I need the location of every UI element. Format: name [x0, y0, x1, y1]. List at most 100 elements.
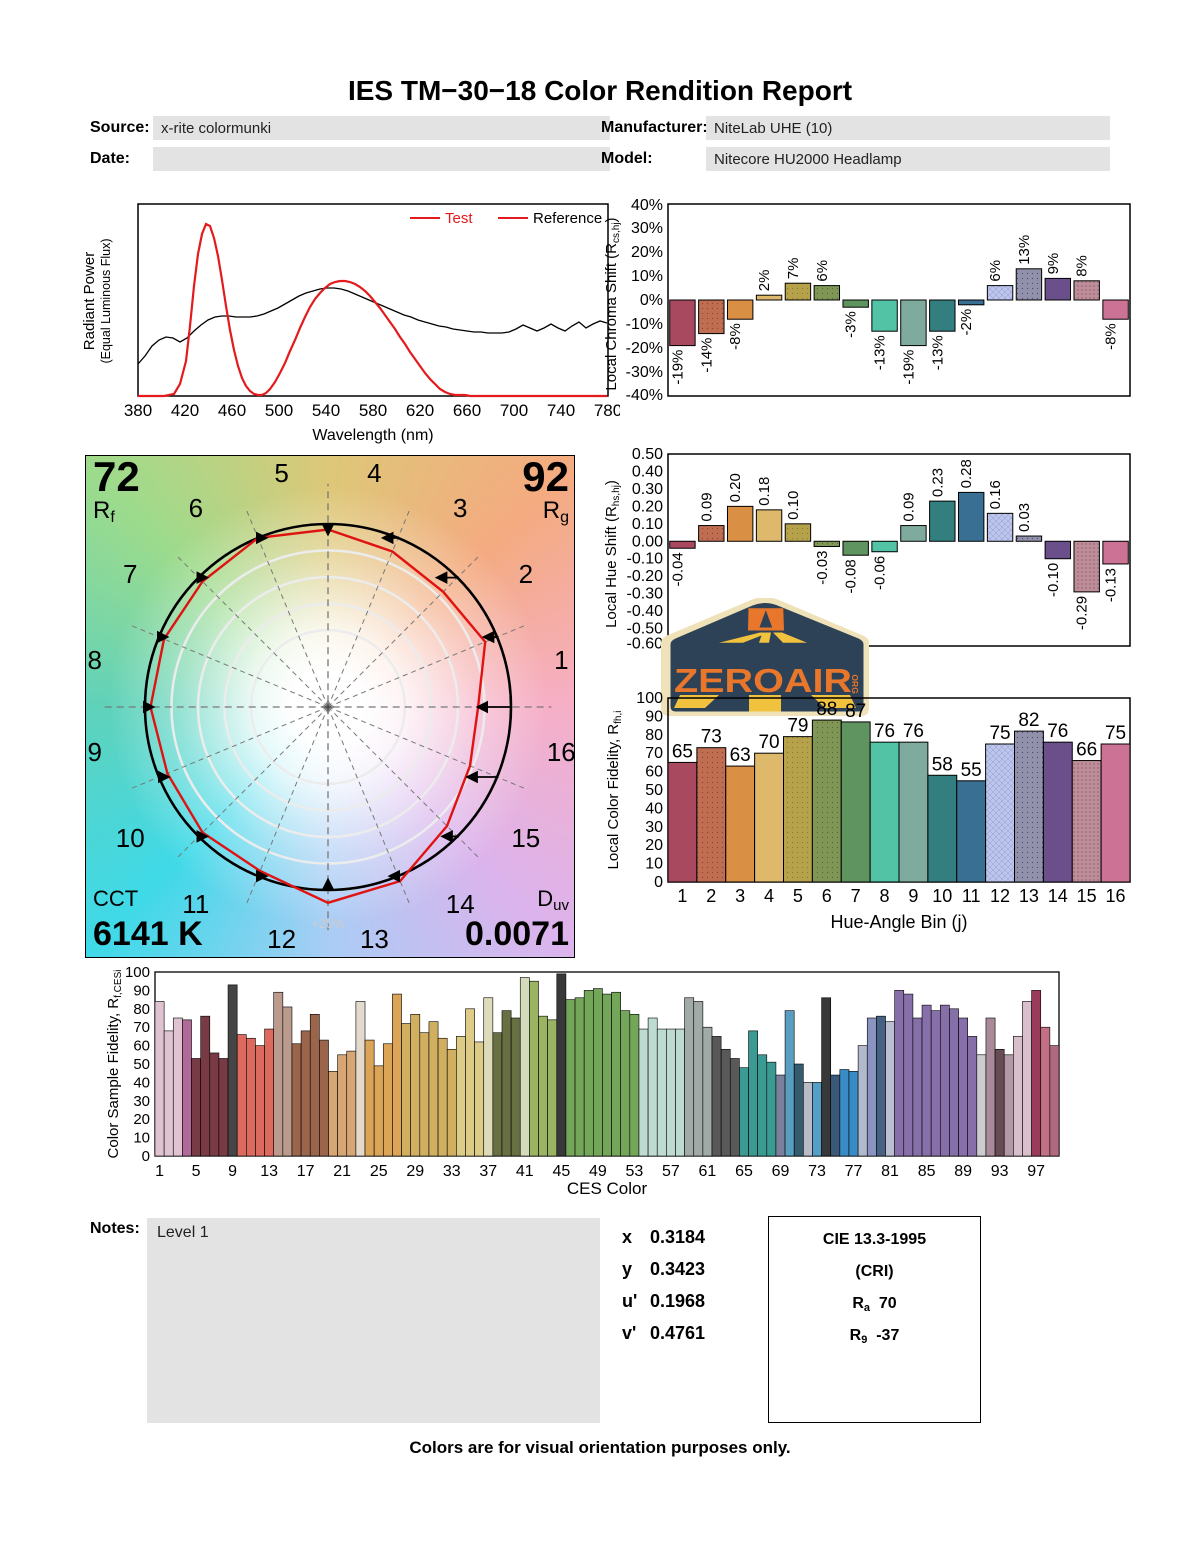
svg-text:40: 40: [645, 800, 663, 817]
svg-text:85: 85: [918, 1163, 936, 1180]
svg-text:80: 80: [133, 1001, 150, 1018]
svg-text:2: 2: [706, 886, 716, 906]
svg-text:37: 37: [479, 1163, 497, 1180]
svg-text:12: 12: [267, 924, 296, 954]
svg-text:8%: 8%: [1074, 255, 1091, 277]
svg-text:80: 80: [645, 727, 663, 744]
svg-text:9: 9: [908, 886, 918, 906]
svg-text:53: 53: [625, 1163, 643, 1180]
svg-text:700: 700: [500, 401, 528, 420]
svg-text:55: 55: [961, 760, 982, 781]
svg-text:-0.29: -0.29: [1074, 596, 1091, 630]
svg-text:10: 10: [116, 823, 145, 853]
svg-text:76: 76: [1047, 721, 1068, 742]
svg-text:77: 77: [845, 1163, 863, 1180]
svg-text:5: 5: [274, 458, 288, 488]
svg-text:3: 3: [453, 493, 467, 523]
svg-text:9: 9: [228, 1163, 237, 1180]
svg-text:-8%: -8%: [727, 323, 744, 350]
svg-text:-0.20: -0.20: [627, 568, 664, 585]
svg-text:380: 380: [124, 401, 152, 420]
svg-text:Radiant Power: Radiant Power: [81, 252, 98, 350]
svg-text:73: 73: [701, 727, 722, 748]
svg-text:420: 420: [171, 401, 199, 420]
svg-text:97: 97: [1027, 1163, 1045, 1180]
svg-text:6: 6: [189, 493, 203, 523]
svg-text:Color Sample Fidelity, Rf,CESi: Color Sample Fidelity, Rf,CESi: [105, 970, 124, 1159]
svg-text:Test: Test: [445, 210, 473, 227]
svg-text:25: 25: [370, 1163, 388, 1180]
svg-text:500: 500: [265, 401, 293, 420]
svg-text:11: 11: [962, 886, 981, 906]
svg-text:0.28: 0.28: [958, 459, 975, 488]
svg-text:16: 16: [1106, 886, 1126, 906]
svg-text:-0.13: -0.13: [1103, 568, 1120, 602]
svg-text:740: 740: [547, 401, 575, 420]
svg-text:6: 6: [822, 886, 832, 906]
svg-text:-19%: -19%: [900, 350, 917, 385]
svg-text:0.30: 0.30: [632, 481, 663, 498]
svg-text:3: 3: [735, 886, 745, 906]
svg-text:21: 21: [333, 1163, 351, 1180]
svg-text:30: 30: [645, 819, 663, 836]
svg-text:-0.06: -0.06: [872, 556, 889, 590]
svg-text:-40%: -40%: [626, 387, 663, 404]
svg-text:-0.10: -0.10: [627, 551, 664, 568]
svg-text:60: 60: [645, 764, 663, 781]
svg-text:41: 41: [516, 1163, 534, 1180]
svg-text:4: 4: [764, 886, 774, 906]
svg-text:0.10: 0.10: [785, 491, 802, 520]
svg-text:81: 81: [881, 1163, 899, 1180]
svg-text:CCT: CCT: [93, 886, 138, 911]
svg-text:540: 540: [312, 401, 340, 420]
svg-text:65: 65: [735, 1163, 753, 1180]
svg-text:8: 8: [880, 886, 890, 906]
svg-text:-19%: -19%: [669, 350, 686, 385]
svg-text:-0.04: -0.04: [669, 552, 686, 586]
svg-text:0.0071: 0.0071: [465, 915, 569, 953]
svg-text:1: 1: [677, 886, 687, 906]
svg-text:87: 87: [845, 701, 866, 722]
svg-text:620: 620: [406, 401, 434, 420]
svg-text:100: 100: [125, 964, 150, 981]
svg-text:-0.10: -0.10: [1045, 563, 1062, 597]
svg-text:-13%: -13%: [929, 335, 946, 370]
svg-text:60: 60: [133, 1038, 150, 1055]
svg-text:7: 7: [123, 559, 137, 589]
svg-text:13: 13: [1019, 886, 1039, 906]
svg-text:20%: 20%: [631, 244, 663, 261]
svg-text:580: 580: [359, 401, 387, 420]
svg-text:-30%: -30%: [626, 364, 663, 381]
svg-text:70: 70: [758, 732, 779, 753]
svg-text:-20%: -20%: [626, 340, 663, 357]
svg-text:10: 10: [932, 886, 952, 906]
svg-text:76: 76: [903, 721, 924, 742]
svg-text:(Equal Luminous Flux): (Equal Luminous Flux): [99, 238, 113, 363]
svg-text:-8%: -8%: [1103, 323, 1120, 350]
svg-text:92: 92: [522, 455, 569, 500]
svg-text:-3%: -3%: [843, 311, 860, 338]
svg-text:0.20: 0.20: [632, 498, 663, 515]
svg-text:-0.03: -0.03: [814, 551, 831, 585]
svg-text:82: 82: [1018, 710, 1039, 731]
svg-text:Reference: Reference: [533, 210, 602, 227]
svg-text:79: 79: [787, 716, 808, 737]
svg-text:70: 70: [645, 745, 663, 762]
svg-text:12: 12: [990, 886, 1010, 906]
svg-text:5: 5: [793, 886, 803, 906]
svg-text:17: 17: [297, 1163, 315, 1180]
svg-text:93: 93: [991, 1163, 1009, 1180]
svg-text:0.03: 0.03: [1016, 503, 1033, 532]
svg-text:40: 40: [133, 1074, 150, 1091]
svg-text:14: 14: [1048, 886, 1068, 906]
svg-text:0.50: 0.50: [632, 446, 663, 463]
svg-text:Wavelength (nm): Wavelength (nm): [312, 427, 433, 444]
svg-text:0.18: 0.18: [756, 477, 773, 506]
svg-text:Duv: Duv: [537, 886, 569, 914]
svg-text:-0.40: -0.40: [627, 603, 664, 620]
svg-text:20: 20: [133, 1111, 150, 1128]
svg-text:10: 10: [133, 1130, 150, 1147]
svg-text:5: 5: [192, 1163, 201, 1180]
svg-text:0.16: 0.16: [987, 480, 1004, 509]
svg-text:460: 460: [218, 401, 246, 420]
